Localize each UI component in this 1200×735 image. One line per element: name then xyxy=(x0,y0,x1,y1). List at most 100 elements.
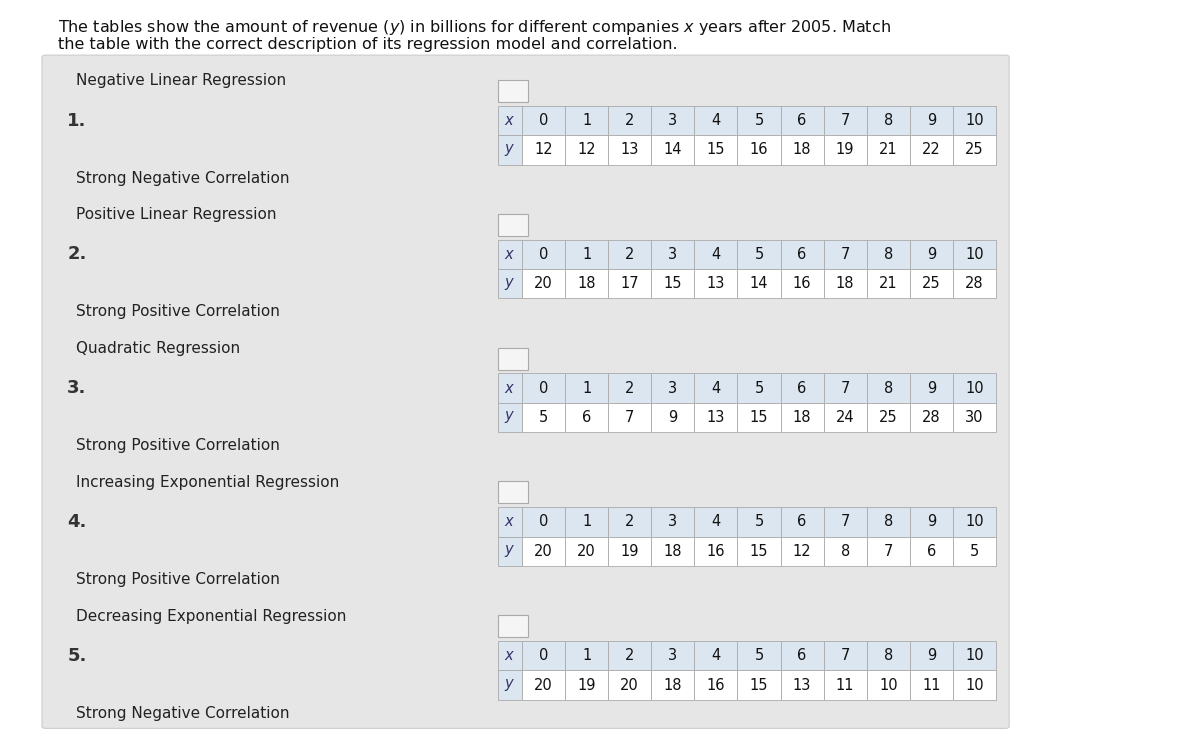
Text: 18: 18 xyxy=(664,678,682,692)
Text: the table with the correct description of its regression model and correlation.: the table with the correct description o… xyxy=(58,37,677,51)
Text: 25: 25 xyxy=(965,143,984,157)
Text: 2: 2 xyxy=(625,514,635,529)
Text: 7: 7 xyxy=(840,648,850,663)
Text: 28: 28 xyxy=(965,276,984,291)
Text: 18: 18 xyxy=(793,410,811,425)
Text: 7: 7 xyxy=(840,247,850,262)
Text: 5.: 5. xyxy=(67,647,86,664)
Text: $y$: $y$ xyxy=(504,276,516,292)
Text: 13: 13 xyxy=(620,143,638,157)
Text: 3: 3 xyxy=(668,514,677,529)
Text: 12: 12 xyxy=(793,544,811,559)
Text: $y$: $y$ xyxy=(504,409,516,426)
Text: 24: 24 xyxy=(836,410,854,425)
Text: 3.: 3. xyxy=(67,379,86,397)
Text: 6: 6 xyxy=(926,544,936,559)
Text: 5: 5 xyxy=(755,113,763,128)
Text: Positive Linear Regression: Positive Linear Regression xyxy=(76,207,276,222)
Text: The tables show the amount of revenue ($y$) in billions for different companies : The tables show the amount of revenue ($… xyxy=(58,18,890,37)
Text: 7: 7 xyxy=(625,410,635,425)
Text: $x$: $x$ xyxy=(504,247,516,262)
Text: $x$: $x$ xyxy=(504,648,516,663)
Text: 20: 20 xyxy=(534,678,553,692)
Text: 13: 13 xyxy=(707,276,725,291)
Text: 1: 1 xyxy=(582,648,592,663)
Text: 5: 5 xyxy=(755,514,763,529)
Text: 6: 6 xyxy=(798,247,806,262)
Text: 8: 8 xyxy=(883,514,893,529)
Text: 10: 10 xyxy=(965,678,984,692)
Text: 28: 28 xyxy=(922,410,941,425)
Text: 30: 30 xyxy=(965,410,984,425)
Text: 4: 4 xyxy=(712,247,720,262)
Text: 6: 6 xyxy=(798,514,806,529)
Text: 12: 12 xyxy=(534,143,553,157)
Text: 12: 12 xyxy=(577,143,596,157)
Text: 8: 8 xyxy=(883,381,893,395)
Text: 3: 3 xyxy=(668,247,677,262)
Text: 8: 8 xyxy=(883,247,893,262)
Text: 18: 18 xyxy=(836,276,854,291)
Text: Strong Negative Correlation: Strong Negative Correlation xyxy=(76,706,289,720)
Text: 3: 3 xyxy=(668,648,677,663)
Text: 14: 14 xyxy=(664,143,682,157)
Text: $x$: $x$ xyxy=(504,514,516,529)
Text: 9: 9 xyxy=(926,247,936,262)
Text: 21: 21 xyxy=(878,276,898,291)
Text: 4: 4 xyxy=(712,381,720,395)
Text: 15: 15 xyxy=(750,410,768,425)
Text: 0: 0 xyxy=(539,381,548,395)
Text: 13: 13 xyxy=(707,410,725,425)
Text: 7: 7 xyxy=(883,544,893,559)
Text: 2: 2 xyxy=(625,247,635,262)
Text: $y$: $y$ xyxy=(504,543,516,559)
Text: 16: 16 xyxy=(793,276,811,291)
Text: 1.: 1. xyxy=(67,112,86,129)
Text: 0: 0 xyxy=(539,113,548,128)
Text: 18: 18 xyxy=(793,143,811,157)
Text: Decreasing Exponential Regression: Decreasing Exponential Regression xyxy=(76,609,346,623)
Text: Strong Positive Correlation: Strong Positive Correlation xyxy=(76,572,280,587)
Text: 7: 7 xyxy=(840,514,850,529)
Text: 19: 19 xyxy=(620,544,638,559)
Text: 4: 4 xyxy=(712,113,720,128)
Text: 7: 7 xyxy=(840,113,850,128)
Text: 9: 9 xyxy=(926,648,936,663)
Text: 8: 8 xyxy=(883,113,893,128)
Text: 16: 16 xyxy=(707,544,725,559)
Text: $y$: $y$ xyxy=(504,677,516,693)
Text: 16: 16 xyxy=(750,143,768,157)
Text: 6: 6 xyxy=(798,381,806,395)
Text: 9: 9 xyxy=(926,113,936,128)
Text: $y$: $y$ xyxy=(504,142,516,158)
Text: 5: 5 xyxy=(755,247,763,262)
Text: 1: 1 xyxy=(582,113,592,128)
Text: 9: 9 xyxy=(668,410,678,425)
Text: 10: 10 xyxy=(965,381,984,395)
Text: Increasing Exponential Regression: Increasing Exponential Regression xyxy=(76,475,338,490)
Text: 13: 13 xyxy=(793,678,811,692)
Text: $x$: $x$ xyxy=(504,381,516,395)
Text: Strong Negative Correlation: Strong Negative Correlation xyxy=(76,171,289,185)
Text: 10: 10 xyxy=(965,113,984,128)
Text: 5: 5 xyxy=(539,410,548,425)
Text: 10: 10 xyxy=(878,678,898,692)
Text: 14: 14 xyxy=(750,276,768,291)
Text: 18: 18 xyxy=(577,276,596,291)
Text: 16: 16 xyxy=(707,678,725,692)
Text: $x$: $x$ xyxy=(504,113,516,128)
Text: 20: 20 xyxy=(534,544,553,559)
Text: 4: 4 xyxy=(712,514,720,529)
Text: 4.: 4. xyxy=(67,513,86,531)
Text: 18: 18 xyxy=(664,544,682,559)
Text: 5: 5 xyxy=(755,648,763,663)
Text: Negative Linear Regression: Negative Linear Regression xyxy=(76,74,286,88)
Text: 5: 5 xyxy=(970,544,979,559)
Text: 6: 6 xyxy=(798,648,806,663)
Text: 20: 20 xyxy=(577,544,596,559)
Text: 0: 0 xyxy=(539,514,548,529)
Text: 1: 1 xyxy=(582,247,592,262)
Text: 10: 10 xyxy=(965,648,984,663)
Text: 21: 21 xyxy=(878,143,898,157)
Text: Strong Positive Correlation: Strong Positive Correlation xyxy=(76,304,280,319)
